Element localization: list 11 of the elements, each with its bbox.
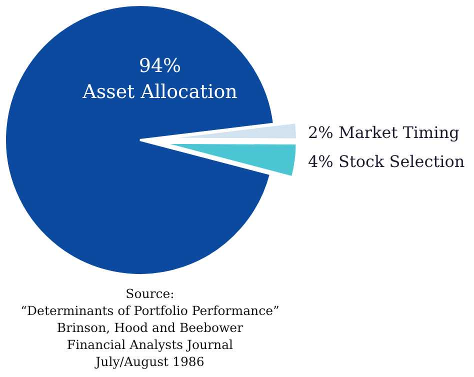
- slice-label: Asset Allocation: [82, 81, 238, 103]
- data-label: 4%: [308, 152, 334, 172]
- text: July/August 1986: [94, 354, 204, 369]
- slice-label: Stock Selection: [338, 152, 465, 172]
- text: Brinson, Hood and Beebower: [56, 320, 244, 335]
- source-note: Source:: [126, 286, 174, 301]
- data-label: 94%: [138, 55, 182, 77]
- text: “Determinants of Portfolio Performance”: [20, 303, 280, 318]
- text: Financial Analysts Journal: [66, 337, 234, 352]
- data-label: 2%: [308, 123, 334, 142]
- slice-label: Market Timing: [338, 123, 460, 142]
